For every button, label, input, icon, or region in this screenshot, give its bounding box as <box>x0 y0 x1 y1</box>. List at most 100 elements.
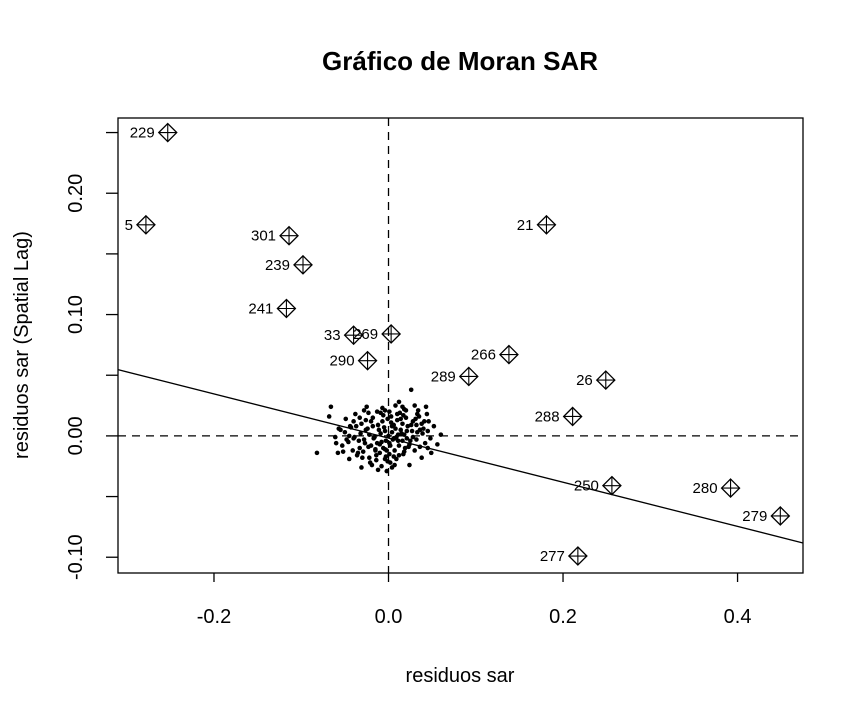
data-point <box>387 460 393 465</box>
data-point <box>389 465 395 470</box>
data-point <box>398 416 404 422</box>
y-axis: -0.10 0.00 0.10 0.20 <box>65 131 118 580</box>
influential-point: 288 <box>535 406 583 427</box>
data-points <box>314 387 444 474</box>
data-point <box>376 427 382 433</box>
influential-point: 33 <box>324 325 364 346</box>
data-point <box>422 440 428 446</box>
influential-point: 289 <box>431 366 479 387</box>
data-point <box>405 423 411 429</box>
data-point <box>428 436 433 441</box>
data-point <box>367 455 372 461</box>
influential-point: 280 <box>693 478 741 498</box>
data-point <box>373 453 379 458</box>
data-point <box>438 432 444 437</box>
data-point <box>423 404 429 410</box>
x-tick-label: -0.2 <box>197 606 231 628</box>
influential-point-label: 229 <box>130 125 155 142</box>
data-point <box>382 428 388 434</box>
data-point <box>417 444 423 450</box>
data-point <box>361 437 367 442</box>
data-point <box>414 422 419 428</box>
data-point <box>435 442 440 447</box>
data-point <box>377 442 383 447</box>
influential-point-label: 239 <box>265 257 290 274</box>
data-point <box>346 456 352 462</box>
influential-point-label: 289 <box>431 368 456 385</box>
influential-point-label: 21 <box>517 217 534 234</box>
data-point <box>358 431 363 436</box>
influential-point-label: 26 <box>576 372 593 389</box>
influential-point: 21 <box>517 214 557 235</box>
influential-point-label: 250 <box>574 478 599 495</box>
influential-point-label: 301 <box>251 228 276 245</box>
data-point <box>374 409 380 414</box>
data-point <box>314 450 320 456</box>
data-point <box>391 436 397 441</box>
data-point <box>431 423 437 429</box>
data-point <box>387 451 392 457</box>
data-point <box>373 448 378 453</box>
influential-point: 301 <box>251 225 299 246</box>
y-tick-label: 0.10 <box>65 295 87 334</box>
data-point <box>382 456 388 462</box>
influential-point-label: 33 <box>324 327 341 344</box>
data-point <box>360 455 365 461</box>
data-point <box>364 404 369 410</box>
data-point <box>367 432 372 437</box>
data-point <box>413 416 418 422</box>
data-point <box>392 448 397 453</box>
plot-frame <box>117 117 804 574</box>
data-point <box>396 443 402 448</box>
data-point <box>380 419 385 424</box>
data-point <box>419 455 424 461</box>
data-point <box>332 434 338 440</box>
influential-point: 269 <box>353 324 402 344</box>
data-point <box>394 456 399 462</box>
data-point <box>363 417 369 423</box>
influential-point-label: 266 <box>471 347 496 364</box>
data-point <box>386 433 391 439</box>
influential-point: 5 <box>125 214 156 235</box>
data-point <box>378 431 383 436</box>
data-point <box>406 444 411 450</box>
influential-point: 239 <box>265 254 313 275</box>
data-point <box>412 403 417 408</box>
data-point <box>393 403 398 408</box>
influential-point-label: 280 <box>693 480 718 497</box>
data-point <box>400 438 405 444</box>
data-point <box>425 445 431 451</box>
data-point <box>361 408 367 413</box>
data-point <box>335 450 341 456</box>
data-point <box>389 423 395 429</box>
data-point <box>353 423 359 429</box>
data-point <box>383 438 389 444</box>
data-point <box>379 463 384 469</box>
influential-point: 250 <box>574 475 622 496</box>
influential-points: 229 5 301 239 241 33 269 290 21 266 289 26 288 250 280… <box>125 122 791 566</box>
data-point <box>388 414 394 419</box>
influential-point: 266 <box>471 344 519 365</box>
data-point <box>373 457 379 463</box>
data-point <box>352 434 357 440</box>
data-point <box>408 387 414 393</box>
data-point <box>366 410 371 416</box>
x-tick-label: 0.0 <box>375 606 403 628</box>
data-point <box>389 429 395 435</box>
data-point <box>368 443 374 448</box>
data-point <box>357 415 363 420</box>
data-point <box>398 427 404 433</box>
data-point <box>359 465 364 470</box>
data-point <box>370 415 376 420</box>
data-point <box>365 426 370 431</box>
data-point <box>382 408 388 413</box>
data-point <box>424 411 430 417</box>
data-point <box>426 419 431 424</box>
data-point <box>415 408 421 413</box>
influential-point-label: 5 <box>125 217 133 234</box>
data-point <box>382 446 388 452</box>
data-point <box>344 437 349 442</box>
data-point <box>400 421 405 427</box>
data-point <box>347 423 353 429</box>
